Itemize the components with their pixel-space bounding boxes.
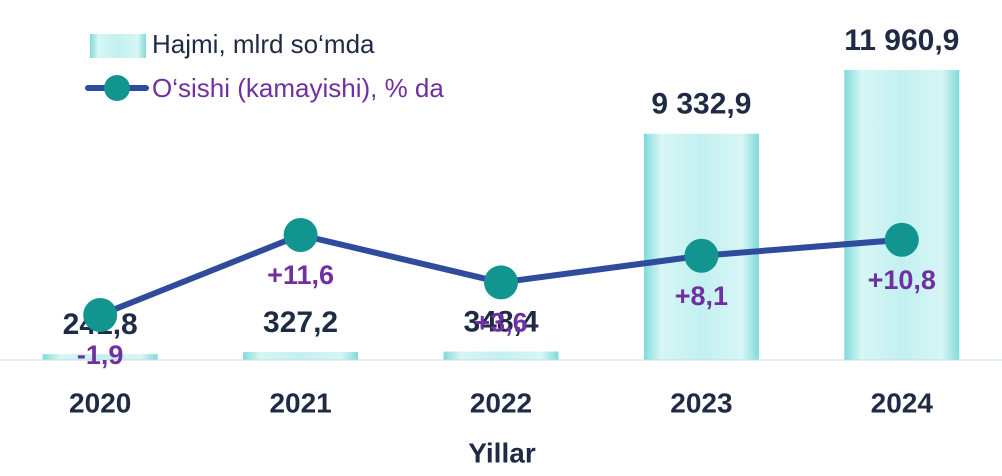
growth-value-label: +8,1 <box>675 281 728 311</box>
x-tick-label: 2020 <box>69 387 131 418</box>
bar <box>243 352 359 360</box>
growth-value-label: +11,6 <box>267 260 334 290</box>
growth-marker <box>283 218 318 252</box>
bar-value-label: 11 960,9 <box>844 24 959 57</box>
bar <box>844 70 960 360</box>
x-tick-label: 2022 <box>470 387 532 418</box>
x-axis-label: Yillar <box>468 437 536 468</box>
legend-label: O‘sishi (kamayishi), % da <box>152 73 444 103</box>
growth-value-label: +10,8 <box>868 265 936 295</box>
x-tick-label: 2021 <box>269 387 331 418</box>
x-tick-label: 2023 <box>670 387 732 418</box>
growth-value-label: -1,9 <box>77 340 124 370</box>
bar-value-label: 9 332,9 <box>651 88 751 121</box>
bar <box>42 354 158 360</box>
growth-marker <box>684 238 719 273</box>
legend: Hajmi, mlrd so‘mda O‘sishi (kamayishi), %… <box>85 29 444 103</box>
x-tick-label: 2024 <box>871 387 934 418</box>
legend-label: Hajmi, mlrd so‘mda <box>152 29 375 59</box>
bar <box>443 351 559 360</box>
bar-value-label: 327,2 <box>263 306 338 339</box>
growth-marker <box>83 298 118 332</box>
bar-value-label: 348,4 <box>463 305 538 338</box>
growth-marker <box>484 265 518 300</box>
growth-marker <box>884 222 919 257</box>
legend-swatch-marker <box>104 75 130 101</box>
legend-swatch-bar <box>90 34 146 58</box>
growth-value-label: +3,6 <box>474 308 527 338</box>
